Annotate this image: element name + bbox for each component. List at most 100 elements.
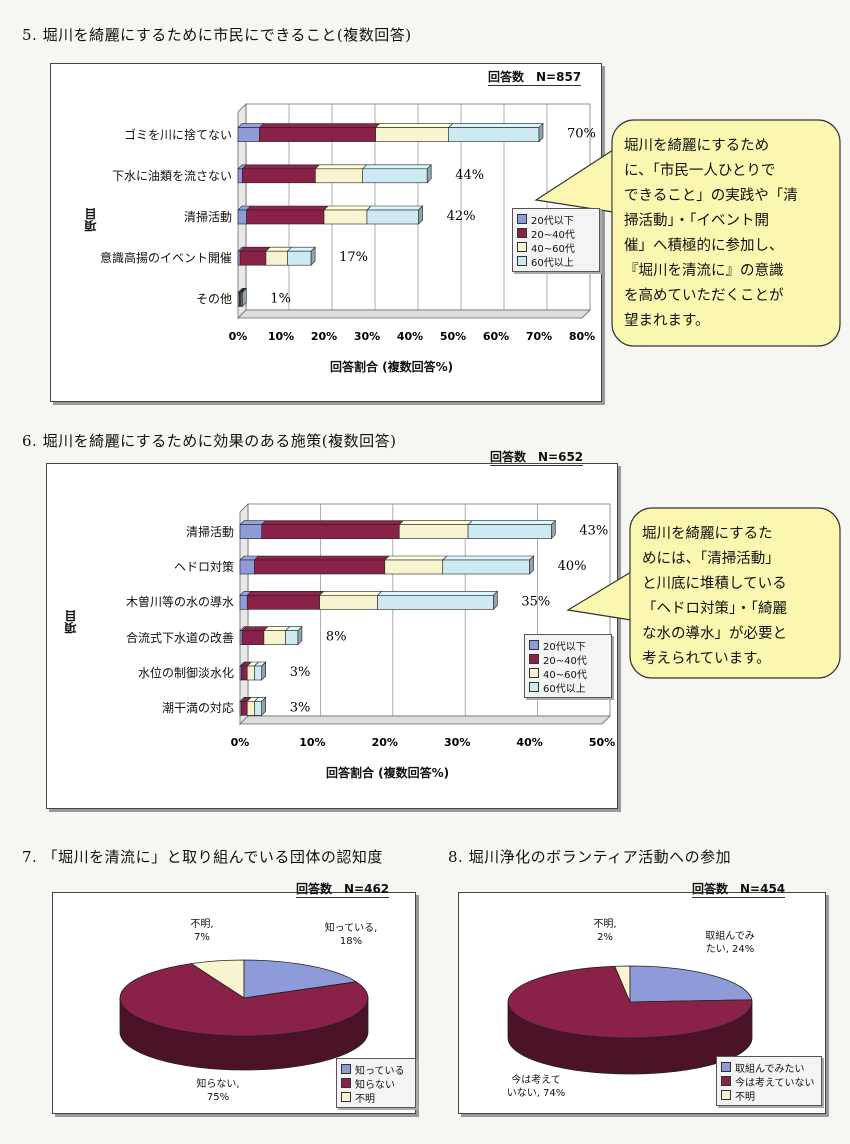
q6-bar-end — [261, 661, 267, 681]
legend-label: 20代以下 — [543, 641, 586, 653]
legend-label: 不明 — [735, 1091, 755, 1103]
q6-data-label: 43% — [579, 524, 608, 539]
q5-tick-label: 10% — [268, 330, 294, 343]
callout-line: に、「市民一人ひとりで — [624, 163, 776, 179]
q8-legend-item: 取組んでみたい — [721, 1060, 817, 1075]
callout-line: 掃活動」・「イベント開 — [624, 213, 769, 229]
slice-label-value: いない, 74% — [506, 1088, 566, 1099]
q5-floor — [237, 309, 591, 319]
legend-label: 取組んでみたい — [735, 1063, 805, 1075]
callout-line: できること」の実践や「清 — [624, 188, 798, 204]
q7-title: 7. 「堀川を清流に」と取り組んでいる団体の認知度 — [22, 848, 383, 866]
slice-label-value: たい, 24% — [705, 944, 755, 955]
swatch-1 — [529, 640, 539, 650]
swatch-1 — [341, 1064, 351, 1074]
q5-bar-end — [426, 164, 432, 184]
q7-pie-slice — [243, 959, 358, 999]
q5-callout-bubble — [611, 119, 841, 347]
callout-line: 望まれます。 — [624, 313, 710, 329]
q7-label-known: 知っている, 18% — [316, 922, 386, 948]
callout-line: と川底に堆積している — [642, 576, 787, 592]
legend-label: 20~40代 — [543, 655, 587, 667]
q5-legend-item: 20代以下 — [517, 212, 595, 227]
q6-floor — [239, 715, 611, 725]
q5-tick-label: 40% — [397, 330, 423, 343]
slice-label-name: 知らない, — [196, 1079, 240, 1090]
q5-bar-end — [242, 287, 247, 308]
callout-line: 考えられています。 — [642, 651, 771, 667]
q8-pie-slice — [507, 965, 753, 1039]
legend-label: 20代以下 — [531, 215, 574, 227]
q5-data-label: 70% — [567, 127, 596, 142]
slice-label-name: 今は考えて — [511, 1075, 561, 1086]
slice-label-value: 2% — [597, 932, 613, 943]
legend-label: 40~60代 — [543, 669, 587, 681]
q6-category-label: ヘドロ対策 — [173, 560, 234, 574]
q6-legend: 20代以下 20~40代 40~60代 60代以上 — [524, 634, 612, 698]
swatch-2 — [517, 228, 527, 238]
swatch-3 — [517, 242, 527, 252]
q7-legend-item: 知らない — [341, 1076, 411, 1091]
q6-legend-item: 60代以上 — [529, 680, 607, 695]
q8-label-not-now: 今は考えていない, 74% — [488, 1074, 584, 1100]
slice-label-name: 不明, — [190, 919, 214, 930]
q8-label-unknown: 不明, 2% — [580, 918, 630, 944]
q7-label-unknown: 不明, 7% — [172, 918, 232, 944]
slice-label-value: 18% — [339, 936, 363, 947]
legend-label: 20~40代 — [531, 229, 575, 241]
q5-bar-end — [418, 205, 423, 225]
q5-tick-label: 30% — [354, 330, 380, 343]
legend-label: 知っている — [355, 1065, 405, 1077]
legend-label: 不明 — [355, 1093, 375, 1105]
q5-legend-item: 20~40代 — [517, 226, 595, 241]
q6-bar-end — [297, 625, 303, 646]
q5-title: 5. 堀川を綺麗にするために市民にできること(複数回答) — [22, 26, 412, 44]
q6-bar-end — [493, 590, 498, 611]
q5-data-label: 42% — [447, 209, 476, 224]
callout-line: 催」へ積極的に参加し、 — [624, 238, 784, 254]
slice-label-name: 取組んでみ — [705, 931, 755, 942]
swatch-3 — [721, 1090, 731, 1100]
q6-category-label: 水位の制御淡水化 — [137, 666, 234, 680]
q8-legend: 取組んでみたい 今は考えていない 不明 — [716, 1056, 822, 1106]
q5-category-label: 清掃活動 — [183, 210, 232, 224]
q6-tick-label: 50% — [589, 736, 615, 749]
callout-line: めには、「清掃活動」 — [642, 551, 780, 567]
legend-label: 60代以上 — [531, 257, 574, 269]
q5-legend-item: 40~60代 — [517, 240, 595, 255]
legend-label: 60代以上 — [543, 683, 586, 695]
q7-label-not-known: 知らない, 75% — [178, 1078, 258, 1104]
q5-data-label: 44% — [455, 168, 484, 183]
swatch-2 — [721, 1076, 731, 1086]
q8-n-label: 回答数 N=454 — [692, 882, 786, 898]
callout-line: 『堀川を清流に』の意識 — [624, 263, 784, 279]
q6-callout-text: 堀川を綺麗にするた めには、「清掃活動」 と川底に堆積している 「ヘドロ対策」・「綺麗… — [642, 522, 832, 672]
q5-tick-label: 60% — [483, 330, 509, 343]
swatch-2 — [529, 654, 539, 664]
q6-data-label: 8% — [326, 630, 347, 645]
q6-category-label: 木曽川等の水の導水 — [125, 595, 234, 610]
q6-tick-label: 30% — [444, 736, 470, 749]
q5-data-label: 1% — [270, 291, 291, 306]
legend-label: 40~60代 — [531, 243, 575, 255]
slice-label-value: 7% — [194, 932, 210, 943]
q6-callout-bubble — [629, 507, 841, 679]
q5-tick-label: 70% — [526, 330, 552, 343]
q6-legend-item: 40~60代 — [529, 666, 607, 681]
q8-pie-slice — [629, 965, 753, 1003]
q5-category-label: 意識高揚のイベント開催 — [99, 251, 232, 266]
slice-label-name: 不明, — [593, 919, 617, 930]
q5-category-label: ゴミを川に捨てない — [123, 127, 232, 142]
swatch-3 — [341, 1092, 351, 1102]
swatch-1 — [721, 1062, 731, 1072]
swatch-2 — [341, 1078, 351, 1088]
q6-title: 6. 堀川を綺麗にするために効果のある施策(複数回答) — [22, 432, 397, 450]
q5-x-axis-label: 回答割合 (複数回答%) — [330, 360, 454, 374]
q5-category-label: 下水に油類を流さない — [111, 168, 232, 183]
q5-n-label: 回答数 N=857 — [488, 70, 582, 86]
q6-legend-item: 20代以下 — [529, 638, 607, 653]
